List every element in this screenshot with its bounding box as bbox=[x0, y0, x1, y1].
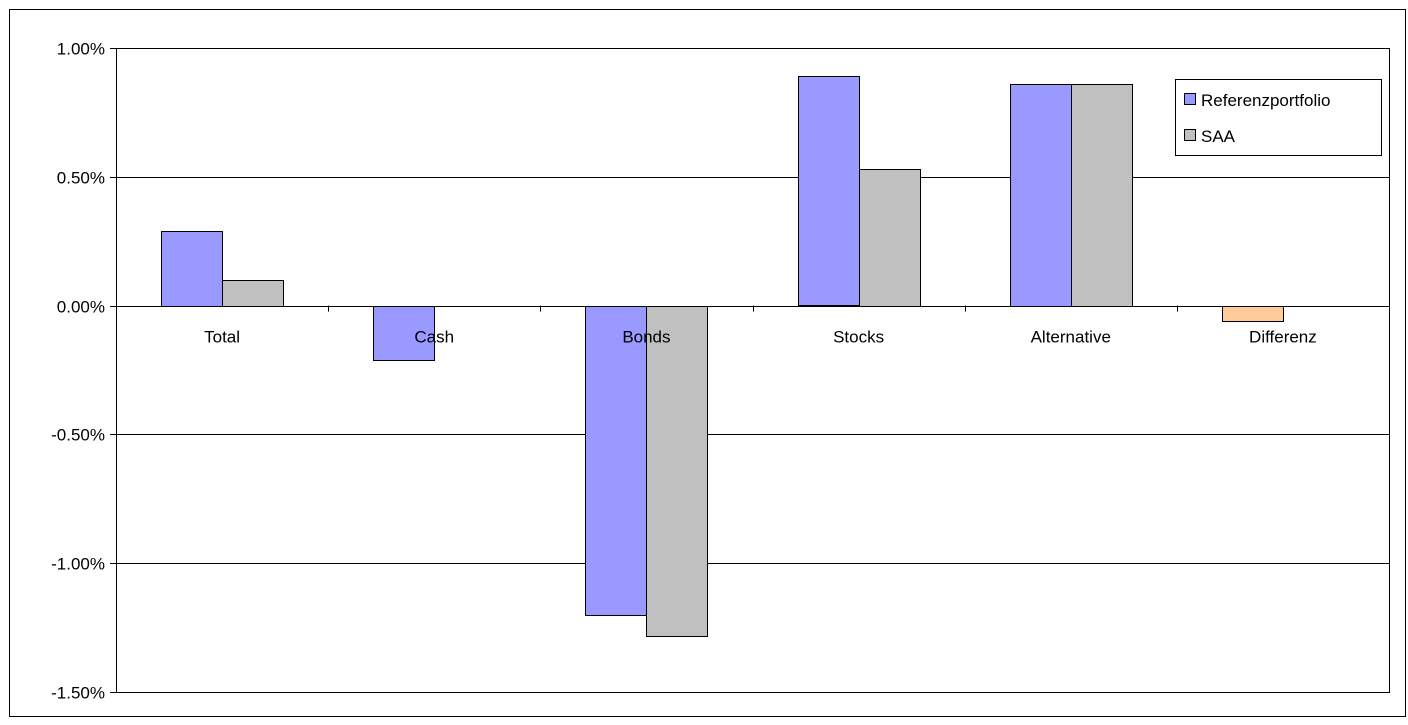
bar-alternative-saa bbox=[1071, 84, 1133, 307]
legend: Referenzportfolio SAA bbox=[1175, 79, 1382, 156]
x-tick-label: Bonds bbox=[622, 328, 670, 347]
legend-swatch-referenzportfolio bbox=[1184, 93, 1196, 105]
bar-total-saa bbox=[222, 280, 284, 307]
bar-stocks-referenzportfolio bbox=[798, 76, 860, 306]
x-tick-label: Stocks bbox=[833, 328, 884, 347]
axes bbox=[110, 48, 1390, 693]
y-tick-label: 0.00% bbox=[57, 298, 105, 317]
y-tick-label: 0.50% bbox=[57, 169, 105, 188]
x-tick-label: Cash bbox=[414, 328, 454, 347]
plot-area-border bbox=[116, 48, 1390, 693]
bar-bonds-saa bbox=[646, 306, 708, 637]
y-tick-label: -1.00% bbox=[51, 555, 105, 574]
x-tick-label: Alternative bbox=[1031, 328, 1111, 347]
bar-alternative-referenzportfolio bbox=[1010, 84, 1072, 307]
legend-label-saa: SAA bbox=[1201, 127, 1236, 146]
bar-cash-referenzportfolio bbox=[373, 306, 435, 361]
bar-differenz-referenzportfolio bbox=[1222, 306, 1284, 322]
legend-swatch-saa bbox=[1184, 129, 1196, 141]
bar-stocks-saa bbox=[859, 169, 921, 307]
tick-labels: 1.00% 0.50% 0.00% -0.50% -1.00% -1.50% Total Ca… bbox=[51, 40, 1317, 703]
bars bbox=[161, 76, 1284, 637]
x-tick-label: Differenz bbox=[1249, 328, 1317, 347]
y-tick-label: -1.50% bbox=[51, 684, 105, 703]
y-tick-label: -0.50% bbox=[51, 426, 105, 445]
legend-label-referenzportfolio: Referenzportfolio bbox=[1201, 91, 1330, 110]
x-tick-label: Total bbox=[204, 328, 240, 347]
bar-total-referenzportfolio bbox=[161, 231, 223, 307]
legend-box bbox=[1175, 79, 1382, 156]
y-tick-label: 1.00% bbox=[57, 40, 105, 59]
bar-bonds-referenzportfolio bbox=[585, 306, 647, 616]
